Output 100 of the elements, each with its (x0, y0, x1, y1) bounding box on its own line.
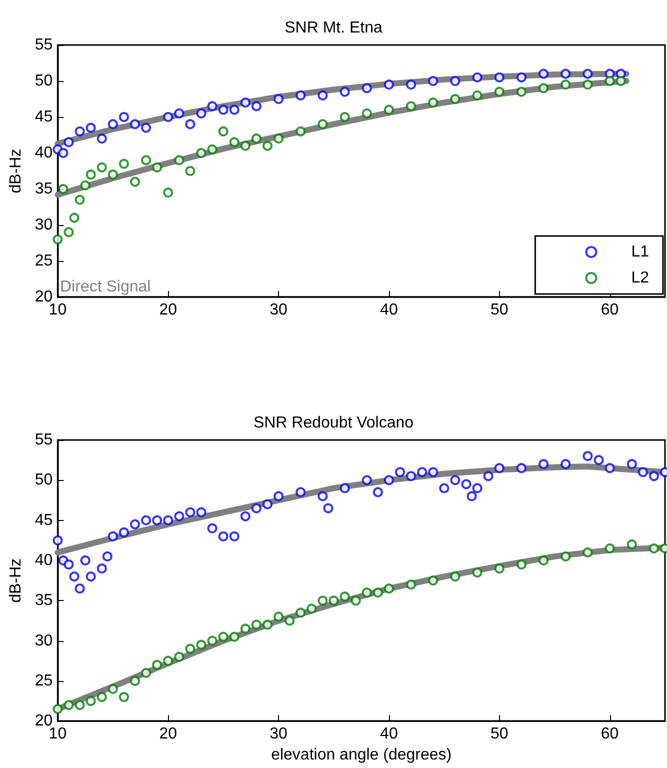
point (582, 547, 593, 558)
point (318, 119, 328, 130)
point (86, 696, 96, 706)
point (472, 72, 482, 82)
point (372, 588, 383, 598)
point (58, 148, 68, 158)
point (472, 483, 482, 494)
y-tick-label: 55 (34, 36, 53, 54)
point (130, 176, 140, 187)
point (384, 80, 394, 90)
point (174, 108, 184, 118)
x-axis-title: elevation angle (degrees) (271, 746, 452, 764)
point (328, 596, 339, 606)
point (406, 471, 416, 482)
point (516, 72, 526, 82)
point (340, 112, 350, 122)
point (251, 503, 262, 514)
point (516, 463, 526, 474)
point (141, 668, 152, 678)
point (174, 155, 184, 166)
x-tick-label: 10 (48, 726, 67, 743)
point (108, 119, 118, 130)
y-tick-label: 40 (34, 144, 53, 162)
x-tick-label: 40 (380, 302, 398, 318)
point (74, 700, 85, 710)
point (626, 539, 637, 550)
point (86, 170, 96, 180)
point (64, 137, 74, 148)
point (262, 499, 272, 510)
x-tick-label: 30 (270, 726, 288, 743)
point (80, 555, 90, 566)
point (323, 503, 334, 514)
y-tick-label: 45 (34, 108, 53, 126)
point (472, 90, 482, 100)
point (604, 543, 615, 554)
y-tick-label: 35 (34, 592, 53, 610)
point (340, 86, 350, 97)
point (64, 559, 74, 570)
point (538, 555, 549, 566)
point (108, 531, 118, 542)
point (626, 459, 637, 470)
point (494, 72, 504, 82)
point (196, 148, 206, 158)
point (69, 212, 80, 223)
point (185, 166, 196, 176)
point (262, 140, 272, 151)
point (538, 459, 549, 470)
x-tick-label: 20 (159, 726, 178, 743)
point (560, 551, 571, 562)
point (274, 134, 284, 144)
point (340, 592, 350, 602)
point (52, 535, 63, 546)
point (428, 98, 438, 108)
point (218, 531, 228, 542)
point (163, 515, 174, 526)
point (296, 487, 306, 498)
point (52, 704, 63, 714)
point (417, 467, 428, 478)
point (108, 170, 118, 180)
point (648, 543, 659, 554)
point (428, 467, 438, 478)
x-tick-label: 50 (490, 302, 508, 318)
point (483, 471, 494, 482)
point (218, 126, 228, 136)
x-tick-label: 60 (600, 726, 619, 743)
y-tick-label: 30 (34, 216, 53, 234)
point (86, 572, 96, 582)
point (406, 101, 416, 112)
point (152, 162, 162, 172)
point (229, 104, 240, 115)
x-tick-label: 40 (380, 726, 398, 743)
point (240, 624, 250, 634)
point (251, 101, 262, 112)
point (218, 104, 228, 115)
point (362, 588, 372, 598)
point (96, 134, 107, 144)
point (141, 155, 152, 166)
point (384, 475, 394, 486)
point (296, 126, 306, 136)
y-tick-label: 35 (34, 180, 53, 198)
point (406, 80, 416, 90)
point (384, 104, 394, 115)
point (296, 90, 306, 100)
point (428, 76, 438, 86)
point (130, 519, 140, 530)
point (428, 576, 438, 586)
point (318, 90, 328, 100)
point (240, 140, 250, 151)
point (118, 158, 129, 169)
annotation: Direct Signal (60, 278, 151, 296)
point (648, 471, 659, 482)
point (185, 644, 196, 654)
point (450, 572, 460, 582)
point (604, 76, 615, 86)
point (538, 68, 549, 79)
point (594, 455, 604, 466)
point (616, 76, 626, 86)
point (163, 656, 174, 666)
y-tick-label: 50 (34, 472, 53, 489)
point (185, 119, 196, 130)
